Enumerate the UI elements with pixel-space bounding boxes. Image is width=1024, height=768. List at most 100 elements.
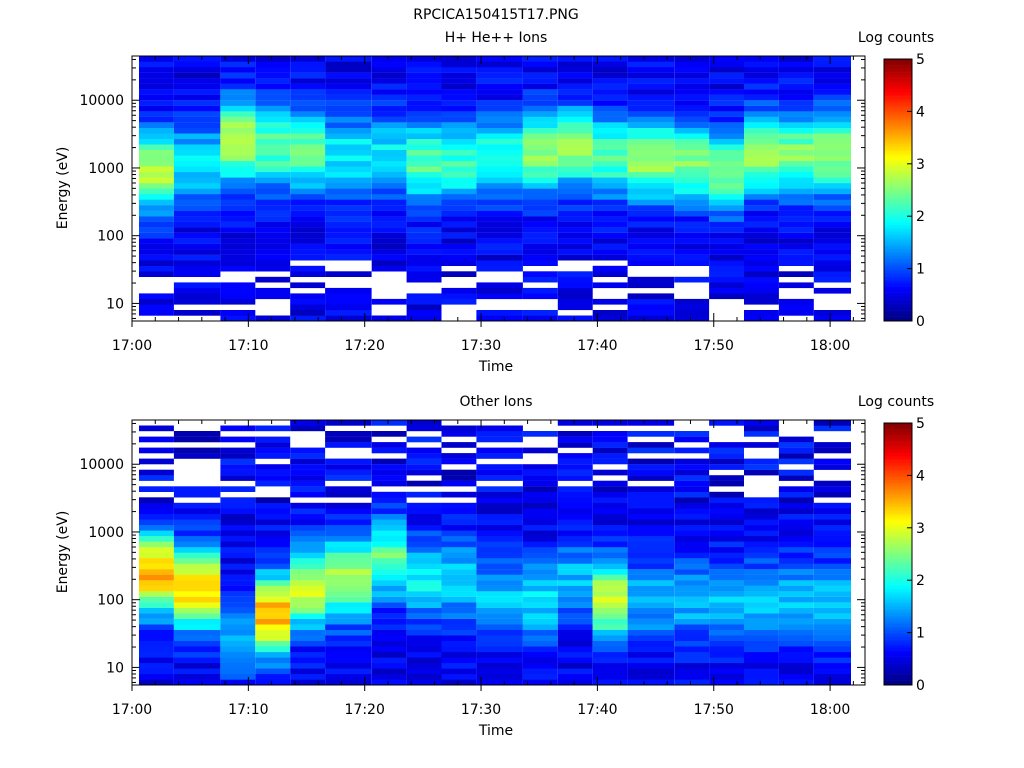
spectrogram-cell	[557, 221, 593, 228]
spectrogram-cell	[522, 111, 558, 117]
spectrogram-cell	[441, 651, 477, 658]
spectrogram-cell	[522, 464, 558, 470]
spectrogram-cell	[441, 155, 477, 162]
spectrogram-cell	[139, 569, 174, 575]
spectrogram-cell	[476, 447, 523, 454]
spectrogram-cell	[592, 210, 628, 217]
spectrogram-cell	[557, 629, 593, 636]
spectrogram-cell	[371, 100, 407, 106]
spectrogram-cell	[371, 613, 407, 619]
spectrogram-cell	[290, 569, 326, 575]
spectrogram-cell	[627, 679, 675, 686]
spectrogram-cell	[290, 249, 326, 255]
spectrogram-cell	[406, 491, 442, 498]
colorbar-swatch	[884, 591, 912, 594]
spectrogram-cell	[406, 100, 442, 106]
spectrogram-cell	[522, 78, 558, 84]
spectrogram-cell	[325, 519, 372, 526]
spectrogram-cell	[476, 541, 523, 548]
spectrogram-cell	[709, 563, 744, 570]
spectrogram-cell	[139, 61, 174, 68]
spectrogram-cell	[476, 646, 523, 653]
spectrogram-cell	[139, 271, 174, 277]
spectrogram-cell	[592, 596, 628, 603]
spectrogram-cell	[557, 524, 593, 531]
colorbar-swatch	[884, 510, 912, 513]
spectrogram-cell	[371, 552, 407, 559]
spectrogram-cell	[709, 210, 744, 217]
spectrogram-cell	[476, 591, 523, 597]
spectrogram-cell	[557, 127, 593, 134]
spectrogram-cell	[522, 227, 558, 233]
spectrogram-cell	[173, 535, 221, 542]
spectrogram-cell	[441, 221, 477, 228]
spectrogram-cell	[476, 122, 523, 128]
spectrogram-cell	[778, 618, 814, 625]
spectrogram-cell	[173, 679, 221, 686]
spectrogram-cell	[139, 166, 174, 173]
spectrogram-cell	[371, 624, 407, 630]
spectrogram-cell	[441, 144, 477, 150]
spectrogram-cell	[290, 315, 326, 322]
spectrogram-cell	[406, 425, 442, 432]
spectrogram-cell	[627, 122, 675, 128]
spectrogram-cell	[406, 662, 442, 669]
colorbar-swatch	[884, 599, 912, 603]
spectrogram-cell	[813, 535, 851, 542]
spectrogram-cell	[557, 607, 593, 614]
spectrogram-cell	[709, 491, 744, 498]
colorbar-swatch	[884, 604, 912, 607]
colorbar-swatch	[884, 266, 912, 269]
spectrogram-cell	[476, 205, 523, 211]
colorbar-swatch	[884, 676, 912, 679]
spectrogram-cell	[476, 530, 523, 537]
spectrogram-cell	[627, 171, 675, 178]
spectrogram-cell	[674, 61, 710, 68]
spectrogram-cell	[813, 78, 851, 84]
spectrogram-cell	[592, 618, 628, 625]
colorbar-swatch	[884, 519, 912, 522]
spectrogram-cell	[406, 171, 442, 178]
colorbar-swatch	[884, 543, 912, 546]
spectrogram-cell	[592, 486, 628, 492]
spectrogram-cell	[813, 232, 851, 239]
spectrogram-cell	[813, 216, 851, 222]
spectrogram-cell	[371, 232, 407, 239]
spectrogram-cell	[325, 458, 372, 465]
spectrogram-cell	[627, 315, 675, 322]
spectrogram-cell	[255, 580, 291, 586]
spectrogram-cell	[406, 513, 442, 520]
spectrogram-cell	[290, 238, 326, 244]
spectrogram-cell	[627, 640, 675, 647]
spectrogram-cell	[592, 227, 628, 233]
spectrogram-cell	[325, 166, 372, 173]
y-axis-label: Energy (eV)	[55, 147, 71, 230]
spectrogram-cell	[139, 497, 174, 503]
spectrogram-cell	[406, 243, 442, 250]
spectrogram-cell	[441, 602, 477, 608]
spectrogram-cell	[220, 315, 256, 322]
spectrogram-cell	[220, 83, 256, 90]
spectrogram-cell	[627, 89, 675, 95]
spectrogram-cell	[371, 447, 407, 454]
spectrogram-cell	[592, 480, 628, 487]
spectrogram-cell	[406, 585, 442, 592]
spectrogram-cell	[255, 591, 291, 597]
spectrogram-cell	[674, 464, 710, 470]
spectrogram-cell	[406, 563, 442, 570]
spectrogram-cell	[139, 160, 174, 167]
spectrogram-cell	[522, 502, 558, 509]
spectrogram-cell	[627, 133, 675, 139]
spectrogram-cell	[441, 249, 477, 255]
spectrogram-cell	[522, 122, 558, 128]
spectrogram-cell	[441, 293, 477, 300]
colorbar-swatch	[884, 647, 912, 651]
spectrogram-cell	[371, 635, 407, 641]
spectrogram-cell	[406, 72, 442, 79]
spectrogram-cell	[371, 607, 407, 614]
spectrogram-cell	[557, 580, 593, 586]
spectrogram-cell	[476, 552, 523, 559]
spectrogram-cell	[325, 552, 372, 559]
spectrogram-cell	[592, 640, 628, 647]
spectrogram-cell	[220, 646, 256, 653]
